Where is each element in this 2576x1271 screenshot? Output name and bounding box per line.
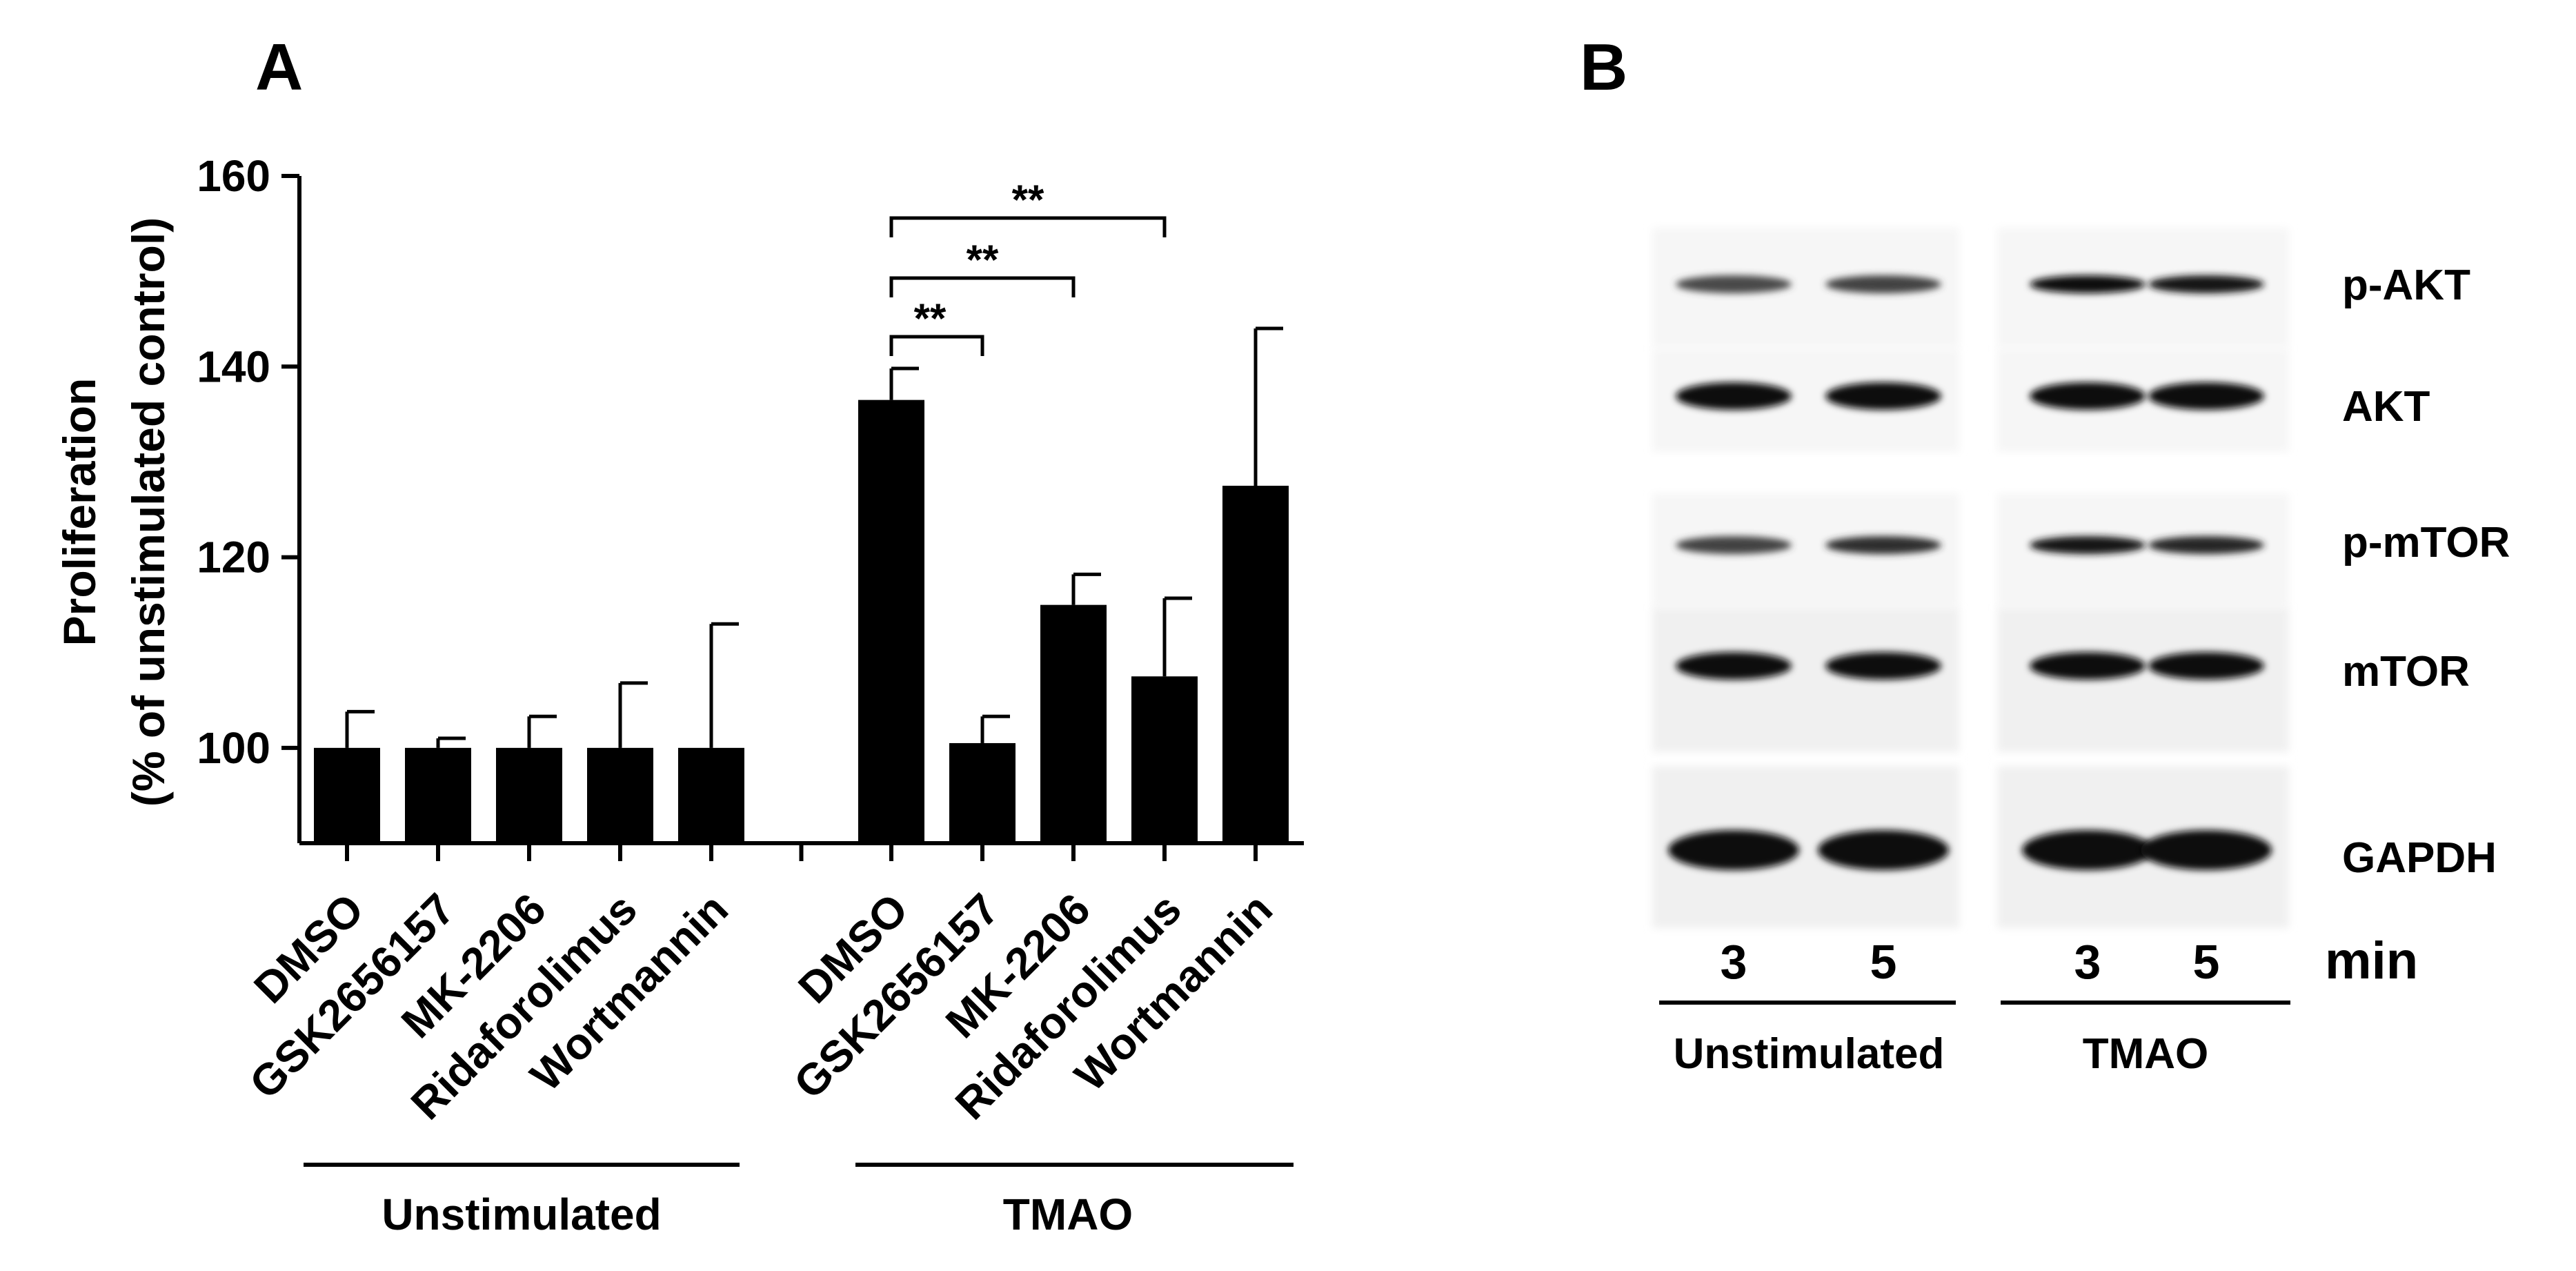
significance-bracket: [889, 276, 1076, 297]
blot-images: [1652, 228, 2289, 928]
protein-label: AKT: [2342, 383, 2430, 431]
bar-unstimulated-ridaforolimus: [587, 747, 653, 843]
band-p-akt: [2030, 275, 2146, 293]
panel-a-bar-chart: A Proliferation (% of unstimulated contr…: [54, 30, 1304, 1239]
lane-time-1: 3: [1721, 935, 1747, 989]
bar-tmao-mk-2206: [1040, 604, 1107, 843]
band-akt: [1676, 382, 1792, 410]
band-gapdh: [1818, 830, 1949, 870]
panel-a-letter: A: [255, 30, 303, 104]
y-axis-label-line1: Proliferation: [54, 378, 105, 647]
protein-label: mTOR: [2342, 648, 2470, 696]
bar-unstimulated-gsk2656157: [405, 747, 471, 843]
band-p-akt: [1676, 275, 1792, 293]
error-bars: [345, 326, 1283, 748]
band-mtor: [1825, 652, 1941, 680]
blot-strip: [1997, 607, 2289, 752]
significance-label: **: [967, 237, 999, 283]
band-gapdh: [2022, 830, 2153, 870]
group-label-tmao: TMAO: [1003, 1190, 1133, 1239]
significance-label: **: [914, 295, 947, 342]
band-p-mtor: [2030, 536, 2146, 554]
condition-label-tmao: TMAO: [2083, 1030, 2209, 1078]
y-tick-label: 120: [197, 533, 270, 582]
bar-unstimulated-dmso: [314, 747, 380, 843]
band-p-akt: [2148, 275, 2264, 293]
significance-bracket: [889, 335, 984, 356]
protein-labels: p-AKT AKT p-mTOR mTOR GAPDH: [2342, 262, 2510, 882]
band-akt: [1825, 382, 1941, 410]
x-axis-tick-labels: DMSOGSK2656157MK-2206RidaforolimusWortma…: [240, 884, 1282, 1129]
protein-label: p-AKT: [2342, 262, 2470, 309]
bar-tmao-gsk2656157: [949, 742, 1015, 843]
condition-label-unstimulated: Unstimulated: [1674, 1030, 1945, 1078]
significance-brackets: ** ** **: [889, 177, 1167, 356]
band-gapdh: [2141, 830, 2272, 870]
band-akt: [2030, 382, 2146, 410]
bar-tmao-dmso: [858, 400, 924, 843]
y-tick-label: 100: [197, 723, 270, 773]
time-unit-label: min: [2325, 932, 2418, 990]
protein-label: p-mTOR: [2342, 519, 2510, 566]
y-axis-label-line2: (% of unstimulated control): [123, 217, 174, 807]
lane-time-2: 5: [1870, 935, 1897, 989]
band-p-mtor: [1676, 536, 1792, 554]
bar-unstimulated-wortmannin: [678, 747, 744, 843]
band-mtor: [2148, 652, 2264, 680]
band-akt: [2148, 382, 2264, 410]
band-p-akt: [1825, 275, 1941, 293]
bars: [314, 400, 1289, 843]
bar-unstimulated-mk-2206: [496, 747, 562, 843]
band-p-mtor: [2148, 536, 2264, 554]
y-tick-label: 160: [197, 151, 270, 201]
panel-b-western-blot: B p-AKT AKT p-mTOR mTOR GAPDH 3 5 3 5 min Un…: [1580, 30, 2510, 1078]
significance-label: **: [1012, 177, 1044, 223]
y-axis-ticks: 100 120 140 160: [197, 151, 299, 773]
band-mtor: [1676, 652, 1792, 680]
y-tick-label: 140: [197, 342, 270, 391]
protein-label: GAPDH: [2342, 834, 2497, 882]
significance-bracket: [889, 216, 1167, 237]
panel-b-letter: B: [1580, 30, 1627, 104]
bar-tmao-wortmannin: [1222, 485, 1289, 843]
group-label-unstimulated: Unstimulated: [382, 1190, 661, 1239]
x-axis-ticks: [345, 843, 1258, 861]
band-mtor: [2030, 652, 2146, 680]
lane-time-3: 3: [2074, 935, 2101, 989]
bar-tmao-ridaforolimus: [1131, 676, 1198, 843]
band-gapdh: [1668, 830, 1799, 870]
blot-strip: [1652, 607, 1959, 752]
band-p-mtor: [1825, 536, 1941, 554]
lane-time-4: 5: [2193, 935, 2220, 989]
